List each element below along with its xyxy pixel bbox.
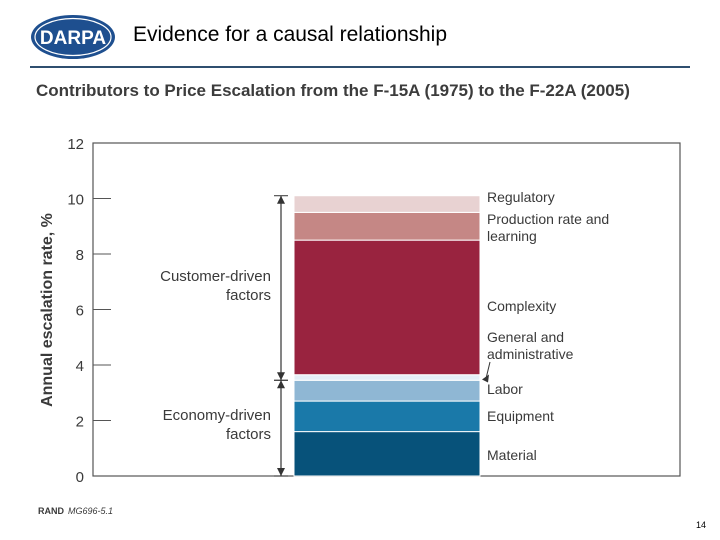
bar-segment-equipment (293, 400, 481, 433)
segment-label-gen-admin: General and (487, 329, 564, 345)
y-tick-label: 0 (76, 469, 84, 486)
group-label-0: Customer-driven (160, 268, 271, 285)
y-tick-label: 12 (67, 136, 84, 153)
group-bracket-head-bottom-0 (277, 372, 285, 381)
bar-segment-regulatory (293, 195, 481, 213)
group-bracket-head-bottom-1 (277, 468, 285, 476)
bar-segment-material (293, 431, 481, 477)
gen-admin-pointer (485, 361, 491, 379)
segment-label-equipment: Equipment (487, 408, 554, 424)
title-rule (30, 66, 690, 68)
segment-label-gen-admin: administrative (487, 346, 574, 362)
bar-segment-labor (293, 379, 481, 402)
segment-label-regulatory: Regulatory (487, 189, 555, 205)
group-bracket-head-top-1 (277, 380, 285, 389)
group-label-0: factors (226, 287, 271, 304)
segment-label-production: learning (487, 228, 537, 244)
gen-admin-pointer-head (482, 374, 489, 383)
y-axis-label: Annual escalation rate, % (39, 213, 56, 407)
segment-label-production: Production rate and (487, 211, 609, 227)
group-label-1: factors (226, 426, 271, 443)
segment-label-material: Material (487, 447, 537, 463)
slide-title: Evidence for a causal relationship (133, 23, 448, 46)
y-tick-label: 2 (76, 414, 84, 431)
y-tick-label: 6 (76, 303, 84, 320)
segment-label-complexity: Complexity (487, 298, 556, 314)
source-id: MG696-5.1 (68, 506, 113, 516)
y-tick-label: 4 (76, 358, 84, 375)
logo-oval (31, 15, 115, 59)
darpa-logo: DARPA (31, 15, 115, 59)
page-number: 14 (695, 520, 706, 530)
bar-segment-complexity (293, 239, 481, 376)
source-label: RAND (38, 506, 64, 516)
group-bracket-head-top-0 (277, 195, 285, 204)
bar-segment-production (293, 211, 481, 241)
y-tick-label: 8 (76, 247, 84, 264)
bar-segment-gen-admin (293, 374, 481, 381)
logo-text: DARPA (40, 28, 106, 49)
chart-title: Contributors to Price Escalation from th… (36, 81, 630, 100)
y-tick-label: 10 (67, 192, 84, 209)
segment-label-labor: Labor (487, 381, 523, 397)
group-label-1: Economy-driven (163, 407, 271, 424)
